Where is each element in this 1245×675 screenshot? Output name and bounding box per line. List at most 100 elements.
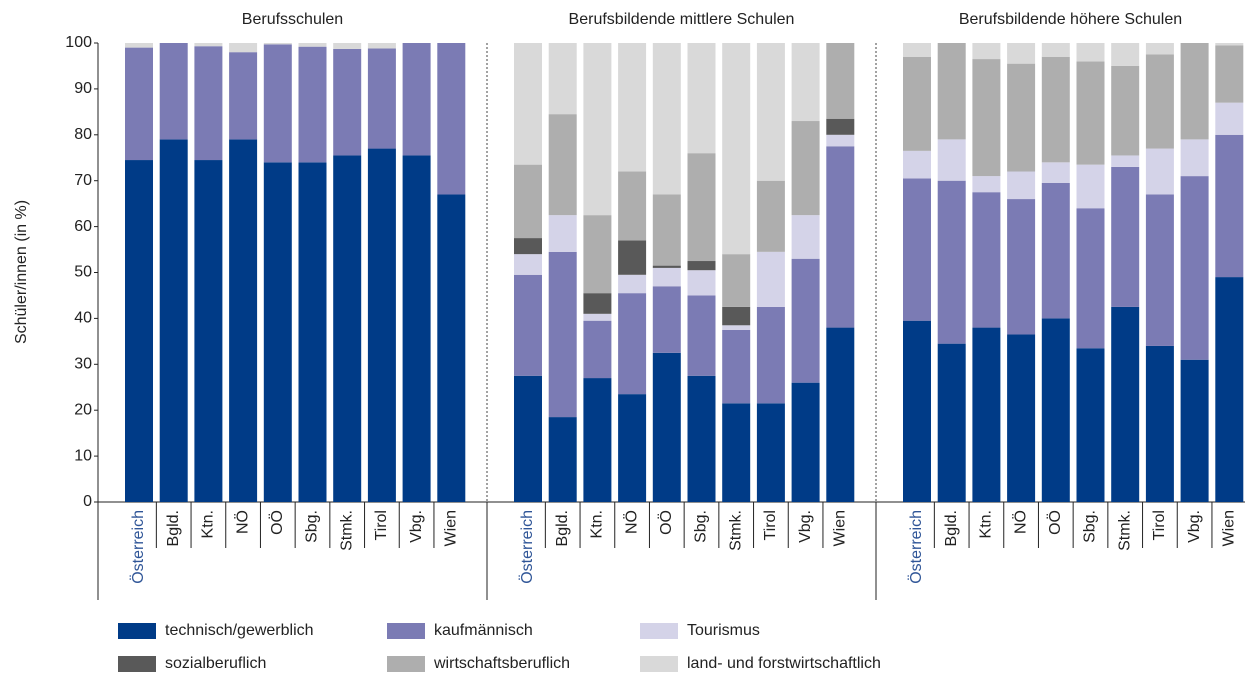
x-tick-label: Bgld. <box>943 510 960 546</box>
x-tick-label: Stmk. <box>727 510 744 551</box>
bar-segment <box>514 164 542 239</box>
bar-segment <box>618 240 647 275</box>
bar-segment <box>972 43 1001 60</box>
x-tick-label: Ktn. <box>200 510 217 538</box>
panel-title: Berufsbildende mittlere Schulen <box>569 11 795 28</box>
x-tick-label: NÖ <box>233 510 251 534</box>
bar-segment <box>722 43 751 255</box>
bar-segment <box>903 178 931 321</box>
bar-segment <box>1180 43 1209 140</box>
bar-segment <box>1145 148 1174 195</box>
bar-segment <box>548 43 577 115</box>
bar-segment <box>229 139 258 502</box>
bar-segment <box>263 162 292 502</box>
x-tick-label: Wien <box>832 510 849 546</box>
bar-segment <box>514 254 542 275</box>
x-tick-label: Vbg. <box>1186 510 1203 543</box>
bar-segment <box>437 43 466 195</box>
x-tick-label: Stmk. <box>1116 510 1133 551</box>
bar-segment <box>125 160 153 503</box>
bar-segment <box>194 43 223 47</box>
x-tick-label: Vbg. <box>797 510 814 543</box>
bar-segment <box>687 43 716 154</box>
bar-segment <box>826 134 855 147</box>
bar-segment <box>402 43 431 156</box>
x-tick-label: Österreich <box>518 510 536 584</box>
bar-segment <box>1111 43 1140 66</box>
bar-segment <box>194 160 223 503</box>
bar-segment <box>791 215 820 259</box>
legend-swatch <box>640 656 678 672</box>
bar-segment <box>1145 54 1174 149</box>
bar-segment <box>826 43 855 119</box>
y-tick-label: 40 <box>74 310 92 327</box>
bar-segment <box>1076 164 1105 209</box>
bar-segment <box>618 394 647 502</box>
y-tick-label: 30 <box>74 356 92 373</box>
x-tick-label: Stmk. <box>338 510 355 551</box>
bar-segment <box>687 270 716 296</box>
y-tick-label: 90 <box>74 80 92 97</box>
x-tick-label: Tirol <box>1151 510 1168 541</box>
x-tick-label: Wien <box>1221 510 1238 546</box>
legend-label: technisch/gewerblich <box>165 622 314 639</box>
bar-segment <box>652 194 681 266</box>
bar-segment <box>1076 43 1105 62</box>
legend-label: Tourismus <box>687 622 760 639</box>
bar-segment <box>1111 306 1140 502</box>
bar-segment <box>972 59 1001 177</box>
bar-segment <box>903 43 931 57</box>
y-tick-label: 20 <box>74 401 92 418</box>
bar-segment <box>1145 194 1174 346</box>
bar-segment <box>263 43 292 45</box>
bar-segment <box>583 320 612 379</box>
bar-segment <box>1215 45 1244 103</box>
x-tick-label: OÖ <box>1046 510 1064 535</box>
x-tick-label: Wien <box>443 510 460 546</box>
bar-segment <box>548 114 577 216</box>
bar-segment <box>1076 61 1105 165</box>
bar-segment <box>722 329 751 404</box>
bar-segment <box>514 274 542 376</box>
bar-segment <box>298 43 327 47</box>
bar-segment <box>229 52 258 140</box>
legend-label: kaufmännisch <box>434 622 533 639</box>
bar-segment <box>298 162 327 502</box>
legend-swatch <box>387 656 425 672</box>
bar-segment <box>1076 208 1105 349</box>
bar-segment <box>437 194 466 502</box>
x-tick-label: NÖ <box>1011 510 1029 534</box>
bar-segment <box>687 295 716 376</box>
bar-segment <box>402 155 431 502</box>
bar-segment <box>791 382 820 502</box>
bar-segment <box>722 403 751 502</box>
bar-segment <box>652 286 681 353</box>
bar-segment <box>583 378 612 502</box>
y-tick-label: 10 <box>74 447 92 464</box>
bar-segment <box>548 215 577 252</box>
x-tick-label: Ktn. <box>978 510 995 538</box>
bar-segment <box>756 43 785 181</box>
x-tick-label: Tirol <box>762 510 779 541</box>
x-tick-label: Österreich <box>129 510 147 584</box>
bar-segment <box>722 254 751 307</box>
bar-segment <box>514 238 542 255</box>
bar-segment <box>583 293 612 314</box>
legend-label: wirtschaftsberuflich <box>433 655 570 672</box>
bar-segment <box>1041 318 1070 502</box>
bar-segment <box>937 343 966 502</box>
bar-segment <box>1111 166 1140 307</box>
x-tick-label: Vbg. <box>408 510 425 543</box>
x-tick-label: Sbg. <box>1082 510 1099 543</box>
bar-segment <box>903 56 931 151</box>
panel-title: Berufsbildende höhere Schulen <box>959 11 1182 28</box>
legend-label: land- und forstwirtschaftlich <box>687 655 881 672</box>
bar-segment <box>1007 199 1036 335</box>
y-tick-label: 50 <box>74 264 92 281</box>
y-tick-label: 100 <box>65 34 92 51</box>
x-tick-label: Tirol <box>373 510 390 541</box>
bar-segment <box>583 43 612 216</box>
bar-segment <box>756 180 785 252</box>
